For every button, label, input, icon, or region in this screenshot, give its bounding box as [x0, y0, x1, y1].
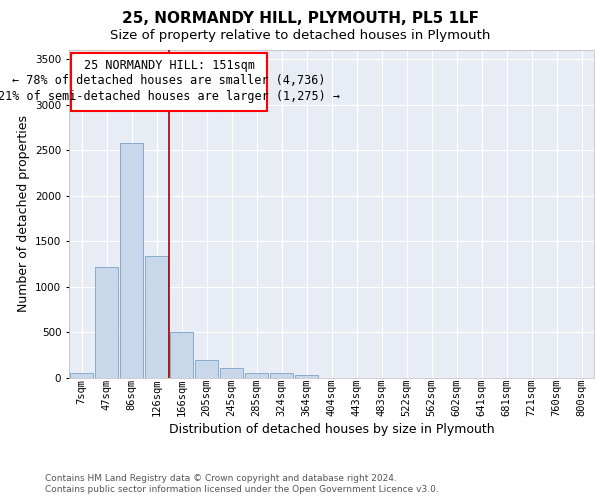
- Bar: [120, 143, 143, 378]
- Y-axis label: Number of detached properties: Number of detached properties: [17, 116, 29, 312]
- Bar: [220, 368, 243, 378]
- Bar: [295, 375, 318, 378]
- Bar: [70, 373, 93, 378]
- Text: Contains HM Land Registry data © Crown copyright and database right 2024.
Contai: Contains HM Land Registry data © Crown c…: [45, 474, 439, 494]
- Text: Size of property relative to detached houses in Plymouth: Size of property relative to detached ho…: [110, 28, 490, 42]
- X-axis label: Distribution of detached houses by size in Plymouth: Distribution of detached houses by size …: [169, 424, 494, 436]
- Bar: [195, 360, 218, 378]
- Text: 25, NORMANDY HILL, PLYMOUTH, PL5 1LF: 25, NORMANDY HILL, PLYMOUTH, PL5 1LF: [121, 11, 479, 26]
- FancyBboxPatch shape: [71, 52, 267, 111]
- Bar: [245, 373, 268, 378]
- Bar: [170, 332, 193, 378]
- Text: 21% of semi-detached houses are larger (1,275) →: 21% of semi-detached houses are larger (…: [0, 90, 340, 102]
- Bar: [270, 374, 293, 378]
- Bar: [95, 266, 118, 378]
- Bar: [145, 256, 168, 378]
- Text: ← 78% of detached houses are smaller (4,736): ← 78% of detached houses are smaller (4,…: [13, 74, 326, 88]
- Text: 25 NORMANDY HILL: 151sqm: 25 NORMANDY HILL: 151sqm: [83, 59, 254, 72]
